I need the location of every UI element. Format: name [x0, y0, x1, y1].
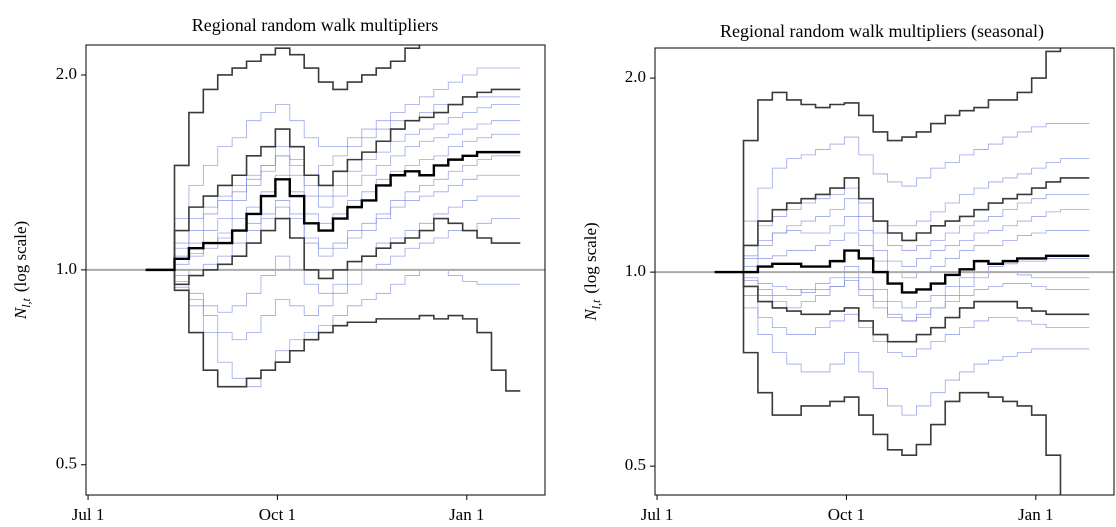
y-axis-label: Nl,t (log scale) — [581, 222, 603, 321]
x-tick-label: Jul 1 — [641, 505, 674, 524]
plot-area — [86, 45, 545, 392]
x-tick-label: Jul 1 — [72, 505, 105, 524]
y-tick-label: 0.5 — [625, 455, 646, 474]
series-line — [714, 158, 1090, 273]
series-line — [714, 48, 1062, 273]
series-line — [714, 271, 1090, 416]
chart-title: Regional random walk multipliers (season… — [720, 21, 1044, 42]
y-tick-label: 2.0 — [56, 64, 77, 83]
series-line — [145, 150, 521, 272]
y-tick-label: 0.5 — [56, 454, 77, 473]
x-tick-label: Oct 1 — [259, 505, 296, 524]
x-tick-label: Oct 1 — [828, 505, 865, 524]
y-label-text: (log scale) — [581, 222, 600, 293]
series-line — [145, 195, 521, 313]
y-tick-label: 1.0 — [625, 261, 646, 280]
series-line — [145, 67, 521, 271]
y-label-symbol: N — [581, 308, 600, 322]
series-line — [714, 271, 1090, 322]
panel: Regional random walk multipliers (season… — [581, 21, 1115, 524]
chart-title: Regional random walk multipliers — [192, 15, 438, 35]
series-line — [145, 269, 521, 392]
series-line — [714, 258, 1090, 309]
series-line — [145, 174, 521, 276]
series-line — [145, 133, 521, 271]
series-line — [145, 45, 421, 271]
plot-area — [655, 48, 1114, 495]
series-line — [714, 249, 1090, 294]
series-line — [145, 218, 521, 341]
series-line — [145, 217, 521, 286]
y-label-subscript: l,t — [589, 299, 603, 309]
y-label-symbol: N — [11, 306, 30, 320]
series-line — [145, 88, 521, 271]
y-tick-label: 1.0 — [56, 259, 77, 278]
series-line — [714, 271, 1090, 495]
series-line — [714, 230, 1090, 279]
series-line — [714, 177, 1090, 273]
x-tick-label: Jan 1 — [1018, 505, 1053, 524]
y-label-subscript: l,t — [19, 297, 33, 307]
y-axis-label: Nl,t (log scale) — [11, 221, 33, 320]
series-line — [714, 123, 1090, 273]
y-label-text: (log scale) — [11, 221, 30, 292]
y-tick-label: 2.0 — [625, 67, 646, 86]
series-line — [714, 271, 1090, 343]
series-line — [714, 271, 1090, 322]
x-tick-label: Jan 1 — [449, 505, 484, 524]
axes-frame — [654, 47, 1115, 496]
series-line — [714, 209, 1090, 273]
series-line — [714, 271, 1090, 357]
series-line — [714, 193, 1090, 273]
panel: Regional random walk multipliers Nl,t (log… — [11, 15, 546, 524]
